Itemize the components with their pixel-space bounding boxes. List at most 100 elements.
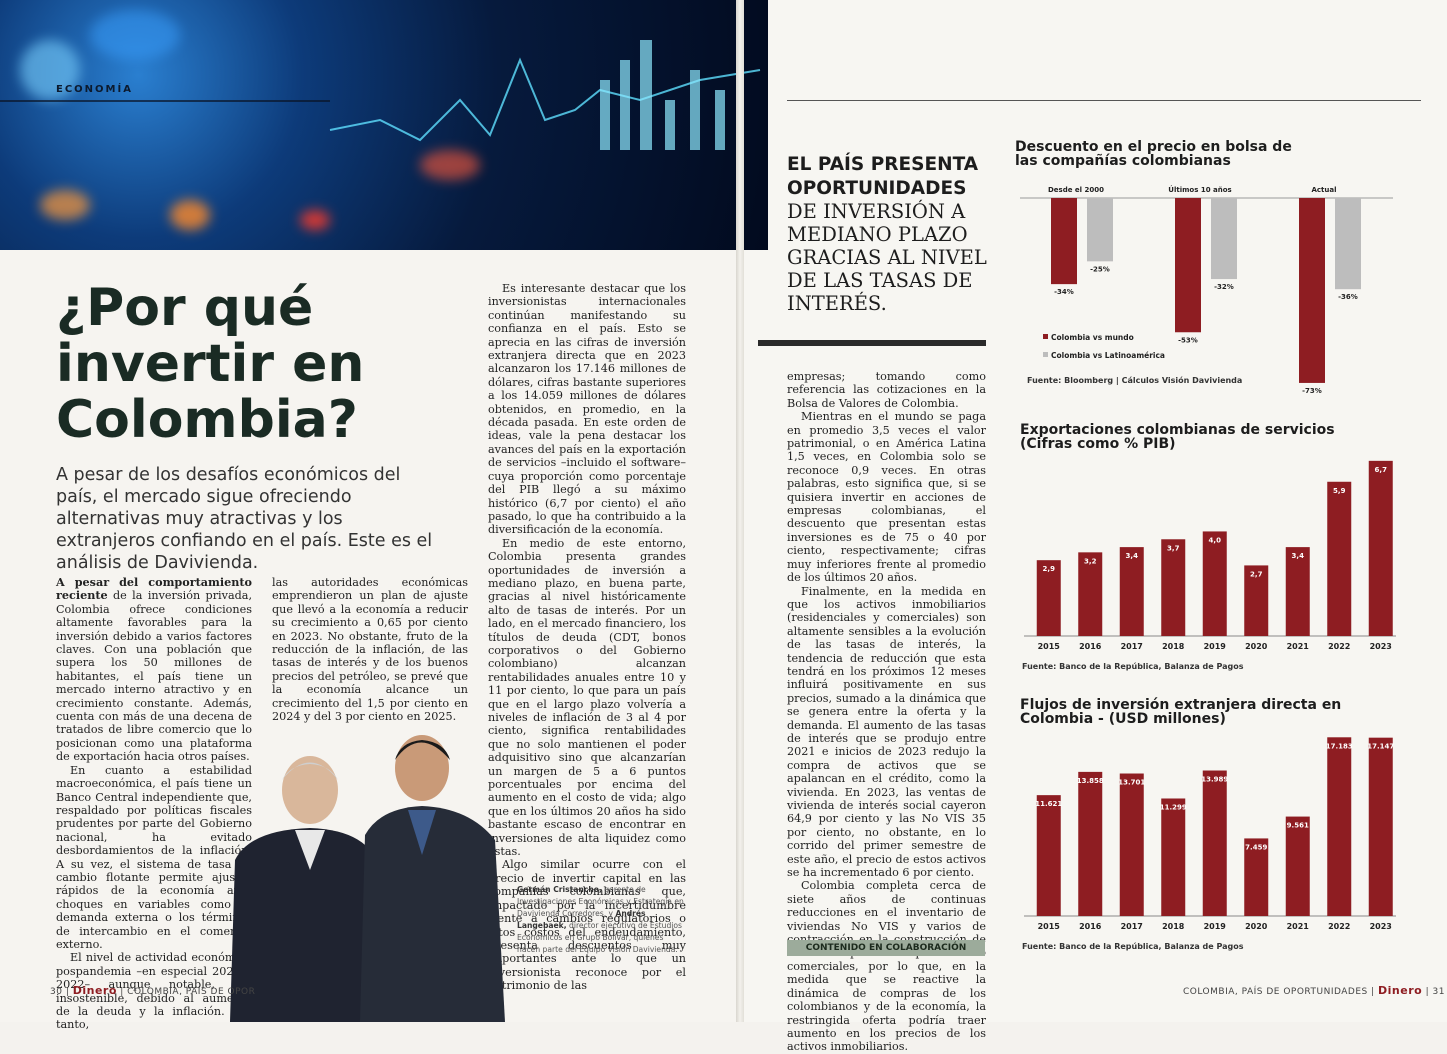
chart-1-bar xyxy=(1175,198,1201,333)
chart-2-bar xyxy=(1244,565,1269,636)
chart-1-legend-label: Colombia vs Latinoamérica xyxy=(1051,351,1165,360)
caption-text: gerente de Investigaciones Económicas y … xyxy=(517,885,684,918)
chart-1-bar xyxy=(1211,198,1237,280)
chart-2-tick-label: 2022 xyxy=(1328,642,1350,651)
chart-2-data-label: 2,7 xyxy=(1250,570,1263,578)
chart-3-data-label: 13.858 xyxy=(1077,777,1104,785)
chart-2-data-label: 6,7 xyxy=(1375,466,1388,474)
chart-2-tick-label: 2021 xyxy=(1287,642,1310,651)
chart-2-bar xyxy=(1202,531,1227,636)
chart-3-bar xyxy=(1285,816,1310,916)
brand-logo: Dinero xyxy=(1378,984,1423,997)
hero-image xyxy=(0,0,768,250)
paragraph: Colombia completa cerca de siete años de… xyxy=(787,879,986,1054)
chart-3-bar xyxy=(1368,737,1393,916)
chart-3-bar xyxy=(1078,771,1103,916)
chart-1-legend-swatch xyxy=(1043,352,1048,357)
chart-3-data-label: 17.147 xyxy=(1367,743,1394,751)
page-number: 30 xyxy=(50,987,63,997)
chart-2-data-label: 3,2 xyxy=(1084,557,1097,565)
chart-3: 11.621 2015 13.858 2016 13.701 2017 11.299 2018… xyxy=(1024,737,1396,931)
chart-3-title: Flujos de inversión extranjera directa e… xyxy=(1020,697,1342,727)
paragraph: las autoridades económicas emprendieron … xyxy=(272,576,468,724)
chart-3-bar xyxy=(1036,795,1061,916)
paragraph: El nivel de actividad económica pospande… xyxy=(56,951,252,1032)
chart-3-tick-label: 2018 xyxy=(1162,922,1185,931)
chart-2-bar xyxy=(1285,547,1310,636)
chart-3-bar xyxy=(1244,838,1269,916)
paragraph: En medio de este entorno, Colombia prese… xyxy=(488,536,686,859)
chart-2: 2,9 2015 3,2 2016 3,4 2017 3,7 2018 4,0 2019 2,7 20… xyxy=(1024,460,1396,651)
chart-1-data-label: -32% xyxy=(1214,283,1234,291)
chart-3-bar xyxy=(1202,770,1227,916)
brand-logo: Dinero xyxy=(72,984,117,997)
chart-1-category-label: Desde el 2000 xyxy=(1048,186,1104,194)
chart-3-data-label: 11.621 xyxy=(1035,800,1062,808)
chart-2-data-label: 2,9 xyxy=(1043,565,1056,573)
chart-1-source: Fuente: Bloomberg | Cálculos Visión Davi… xyxy=(1027,376,1243,385)
paragraph: Finalmente, en la medida en que los acti… xyxy=(787,584,986,880)
chart-2-bar xyxy=(1119,547,1144,636)
article-deck: A pesar de los desafíos económicos del p… xyxy=(56,465,433,573)
chart-2-bar xyxy=(1036,560,1061,636)
chart-3-tick-label: 2019 xyxy=(1204,922,1227,931)
top-rule xyxy=(787,100,1421,101)
column-4: empresas; tomando como referencia las co… xyxy=(787,370,986,1054)
gutter xyxy=(736,0,744,1022)
caption-name-2: Andrés Langebaek, xyxy=(517,909,646,930)
chart-1-data-label: -73% xyxy=(1302,387,1322,395)
left-folio: 30 | Dinero | COLOMBIA, PAÍS DE OPOR xyxy=(50,984,256,997)
chart-1: Desde el 2000 -34% -25% Últimos 10 años -53%… xyxy=(1020,185,1393,395)
section-tag: ECONOMÍA xyxy=(56,84,133,95)
paragraph: Mientras en el mundo se paga en promedio… xyxy=(787,410,986,585)
lead-in: A pesar del comportamiento reciente xyxy=(56,575,252,603)
chart-3-tick-label: 2016 xyxy=(1079,922,1102,931)
thick-rule xyxy=(758,340,986,346)
paragraph: Algo similar ocurre con el precio de inv… xyxy=(488,858,686,993)
chart-1-legend-label: Colombia vs mundo xyxy=(1051,333,1134,342)
chart-2-tick-label: 2019 xyxy=(1204,642,1227,651)
caption-name-1: Germán Cristancho, xyxy=(517,885,602,894)
chart-3-tick-label: 2021 xyxy=(1287,922,1310,931)
collaboration-badge: CONTENIDO EN COLABORACIÓN xyxy=(787,940,985,956)
folio-text: COLOMBIA, PAÍS DE OPOR xyxy=(127,987,256,997)
photo-caption: Germán Cristancho, gerente de Investigac… xyxy=(517,884,687,956)
chart-3-tick-label: 2022 xyxy=(1328,922,1350,931)
hero-graph-icon xyxy=(0,40,761,150)
chart-3-tick-label: 2020 xyxy=(1245,922,1268,931)
chart-2-data-label: 3,4 xyxy=(1292,552,1305,560)
chart-2-tick-label: 2020 xyxy=(1245,642,1268,651)
chart-2-tick-label: 2018 xyxy=(1162,642,1185,651)
paragraph: En cuanto a estabilidad macroeconómica, … xyxy=(56,763,252,951)
chart-3-tick-label: 2017 xyxy=(1121,922,1143,931)
chart-2-tick-label: 2023 xyxy=(1370,642,1392,651)
paragraph: de la inversión privada, Colombia ofrece… xyxy=(56,589,252,764)
chart-1-bar xyxy=(1335,198,1361,290)
chart-1-category-label: Actual xyxy=(1311,186,1336,194)
chart-3-tick-label: 2015 xyxy=(1038,922,1061,931)
chart-1-category-label: Últimos 10 años xyxy=(1168,185,1231,194)
chart-3-bar xyxy=(1119,773,1144,916)
chart-2-tick-label: 2017 xyxy=(1121,642,1143,651)
chart-3-data-label: 9.561 xyxy=(1287,822,1309,830)
chart-2-data-label: 3,4 xyxy=(1126,552,1139,560)
pull-quote: EL PAÍS PRESENTA OPORTUNIDADES DE INVERS… xyxy=(787,152,987,315)
chart-1-bar xyxy=(1299,198,1325,383)
paragraph: empresas; tomando como referencia las co… xyxy=(787,370,986,410)
chart-3-data-label: 13.701 xyxy=(1118,779,1145,787)
pull-quote-strong: EL PAÍS PRESENTA OPORTUNIDADES xyxy=(787,154,979,199)
right-folio: COLOMBIA, PAÍS DE OPORTUNIDADES | Dinero… xyxy=(1183,984,1445,997)
chart-3-data-label: 11.299 xyxy=(1160,803,1187,811)
chart-2-bar xyxy=(1327,481,1352,636)
chart-1-data-label: -36% xyxy=(1338,293,1358,301)
chart-2-title: Exportaciones colombianas de servicios (… xyxy=(1020,422,1335,452)
chart-3-data-label: 17.183 xyxy=(1326,742,1353,750)
chart-3-tick-label: 2023 xyxy=(1370,922,1392,931)
page-number: 31 xyxy=(1432,987,1445,997)
chart-1-bar xyxy=(1051,198,1077,285)
chart-3-data-label: 13.989 xyxy=(1201,776,1228,784)
chart-2-tick-label: 2015 xyxy=(1038,642,1061,651)
chart-1-data-label: -53% xyxy=(1178,336,1198,344)
chart-3-bar xyxy=(1161,798,1186,916)
chart-2-bar xyxy=(1368,460,1393,636)
